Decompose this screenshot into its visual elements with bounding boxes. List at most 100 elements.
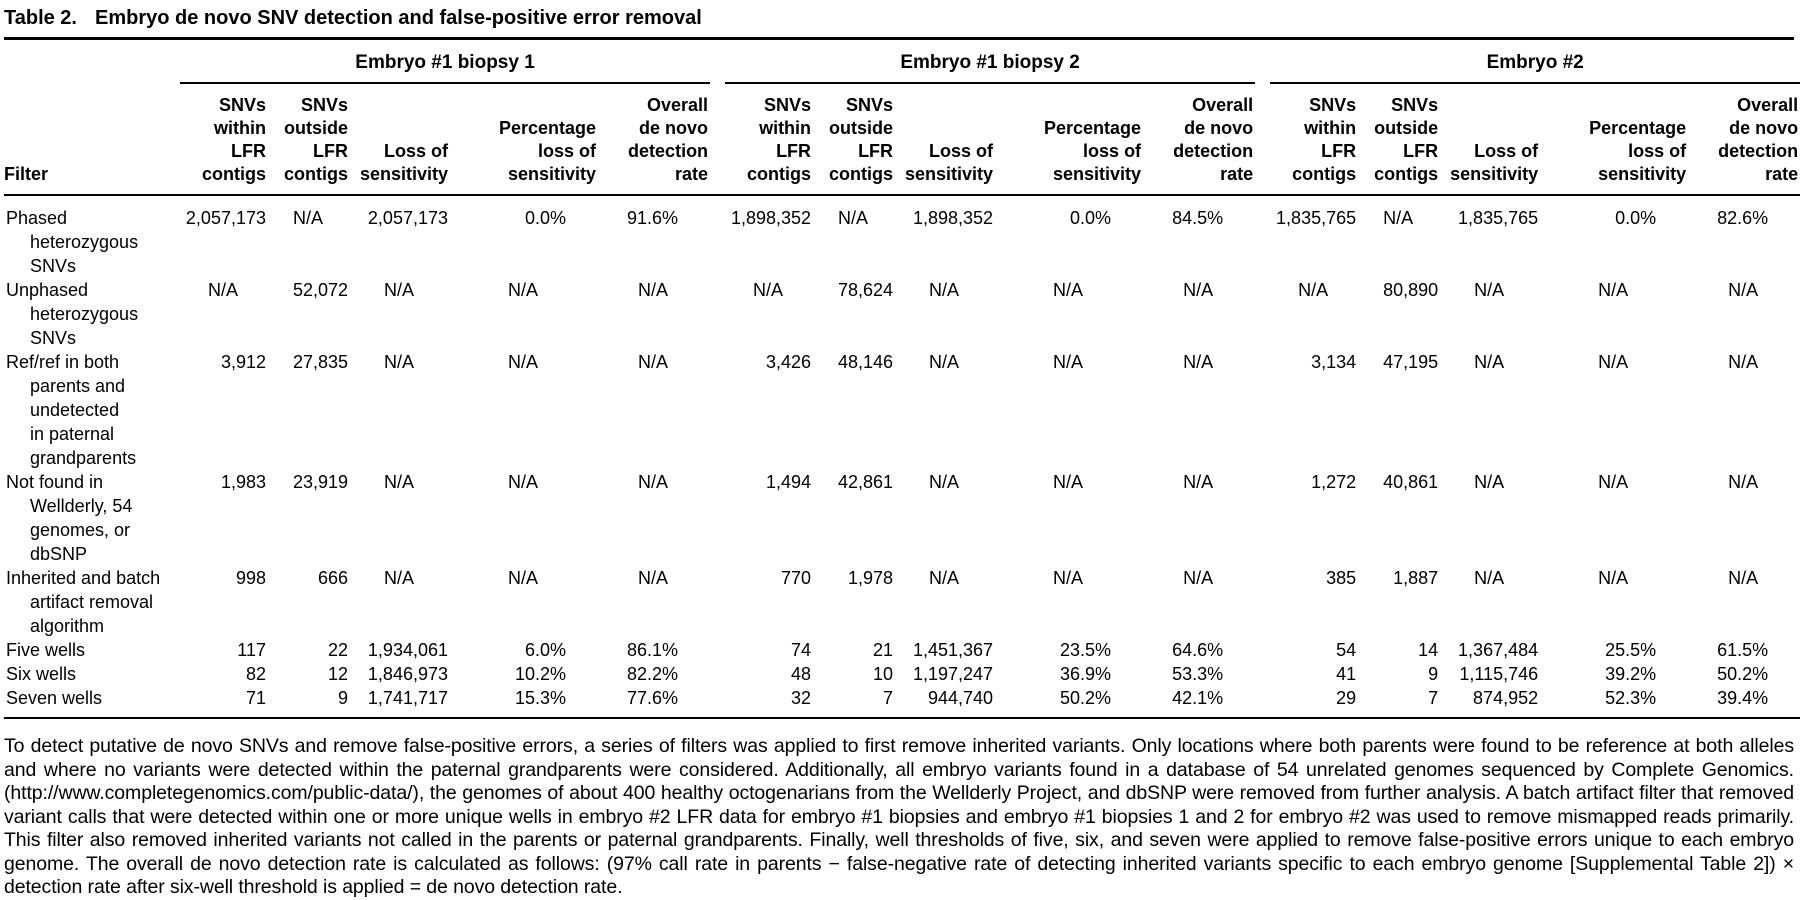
table-cell: 82.2% (627, 664, 679, 684)
table-cell: 3,426 (766, 352, 812, 372)
table-title: Table 2. Embryo de novo SNV detection and… (4, 4, 1794, 40)
filter-label: Ref/ref in both parents and undetected i… (6, 352, 137, 468)
table-cell: 2,057,173 (367, 208, 448, 228)
table-cell: 23.5% (1060, 640, 1112, 660)
column-gap (710, 278, 725, 350)
table-cell: N/A (1383, 208, 1414, 228)
table-cell: 3,134 (1311, 352, 1357, 372)
table-cell: 91.6% (627, 208, 679, 228)
column-gap (1255, 350, 1270, 470)
table-cell: 1,197,247 (912, 664, 994, 684)
column-header: Overall de novo detection rate (1688, 83, 1800, 196)
table-cell: 14 (1418, 640, 1439, 660)
table-row: Seven wells 71 9 1,741,717 15.3% 77.6% 3… (4, 686, 1800, 719)
table-cell: 1,115,746 (1459, 664, 1539, 684)
column-header-row: Filter SNVs within LFR contigs SNVs outs… (4, 83, 1800, 196)
column-header: Percentage loss of sensitivity (1540, 83, 1689, 196)
table-cell: 42.1% (1143, 686, 1256, 719)
table-cell: N/A (929, 352, 960, 372)
table-cell: N/A (383, 472, 414, 492)
table-cell: N/A (638, 352, 669, 372)
table-cell: 48,146 (838, 352, 894, 372)
table-cell: 50.2% (1717, 664, 1769, 684)
table-cell: N/A (292, 208, 323, 228)
table-cell: N/A (1183, 352, 1214, 372)
table-cell: 23,919 (292, 472, 348, 492)
table-cell: 27,835 (292, 352, 348, 372)
table-cell: 84.5% (1172, 208, 1224, 228)
column-gap (1255, 470, 1270, 566)
table-cell: 29 (1270, 686, 1359, 719)
table-cell: 944,740 (895, 686, 996, 719)
filter-label: Not found in Wellderly, 54 genomes, or d… (6, 472, 133, 564)
table-cell: N/A (1728, 352, 1759, 372)
table-cell: 1,272 (1311, 472, 1357, 492)
column-header: Loss of sensitivity (895, 83, 996, 196)
filter-label: Six wells (6, 664, 77, 684)
table-cell: 1,494 (766, 472, 812, 492)
table-cell: 48 (791, 664, 812, 684)
table-cell: 10 (873, 664, 894, 684)
table-cell: N/A (507, 280, 538, 300)
table-cell: 12 (327, 664, 348, 684)
column-header: Loss of sensitivity (350, 83, 450, 196)
column-gap (1255, 40, 1270, 83)
table-cell: 47,195 (1383, 352, 1439, 372)
filter-label: Seven wells (4, 686, 180, 719)
table-row: Six wells 82 12 1,846,973 10.2% 82.2% 48… (4, 662, 1800, 686)
table-cell: 770 (781, 568, 812, 588)
table-cell: 15.3% (450, 686, 598, 719)
table-cell: 1,898,352 (912, 208, 994, 228)
column-header-filter: Filter (4, 83, 180, 196)
table-cell: N/A (1183, 280, 1214, 300)
table-cell: 0.0% (524, 208, 566, 228)
table-cell: 52,072 (292, 280, 348, 300)
column-gap (710, 686, 726, 719)
table-footnote: To detect putative de novo SNVs and remo… (4, 735, 1794, 898)
table-cell: N/A (1474, 472, 1505, 492)
table-row: Not found in Wellderly, 54 genomes, or d… (4, 470, 1800, 566)
table-cell: N/A (507, 352, 538, 372)
table-cell: N/A (383, 568, 414, 588)
column-header: SNVs outside LFR contigs (1358, 83, 1441, 196)
column-gap (710, 566, 725, 638)
table-cell: N/A (1053, 352, 1084, 372)
table-cell: N/A (383, 352, 414, 372)
filter-label: Inherited and batch artifact removal alg… (6, 568, 161, 636)
table-cell: N/A (929, 472, 960, 492)
table-cell: 1,835,765 (1276, 208, 1357, 228)
column-header: Overall de novo detection rate (1143, 83, 1256, 196)
table-cell: 52.3% (1540, 686, 1689, 719)
table-cell: 40,861 (1383, 472, 1439, 492)
table-cell: N/A (1183, 472, 1214, 492)
table-cell: N/A (383, 280, 414, 300)
table-cell: 71 (180, 686, 268, 719)
column-header: Percentage loss of sensitivity (995, 83, 1144, 196)
table-cell: 1,741,717 (350, 686, 450, 719)
column-gap (710, 40, 725, 83)
table-cell: N/A (1728, 280, 1759, 300)
table-cell: 64.6% (1172, 640, 1224, 660)
table-cell: N/A (838, 208, 869, 228)
table-cell: N/A (753, 280, 784, 300)
table-cell: 998 (235, 568, 266, 588)
table-cell: N/A (1298, 280, 1329, 300)
table-cell: N/A (507, 472, 538, 492)
column-gap (1255, 686, 1271, 719)
table-cell: 2,057,173 (185, 208, 266, 228)
table-cell: 1,367,484 (1458, 640, 1539, 660)
table-cell: N/A (1598, 280, 1629, 300)
group-header-row: Embryo #1 biopsy 1 Embryo #1 biopsy 2 Em… (4, 40, 1800, 84)
table-cell: 1,978 (848, 568, 894, 588)
table-cell: 54 (1336, 640, 1357, 660)
table-cell: 32 (725, 686, 814, 719)
column-header: SNVs within LFR contigs (1270, 83, 1359, 196)
table-cell: 25.5% (1605, 640, 1657, 660)
table-cell: 3,912 (220, 352, 266, 372)
table-cell: 39.4% (1688, 686, 1800, 719)
table-row: Phased heterozygous SNVs 2,057,173 N/A 2… (4, 195, 1800, 278)
table-cell: 53.3% (1172, 664, 1224, 684)
table-row: Unphased heterozygous SNVs N/A 52,072 N/… (4, 278, 1800, 350)
table-cell: 1,887 (1393, 568, 1439, 588)
column-header: SNVs within LFR contigs (725, 83, 814, 196)
